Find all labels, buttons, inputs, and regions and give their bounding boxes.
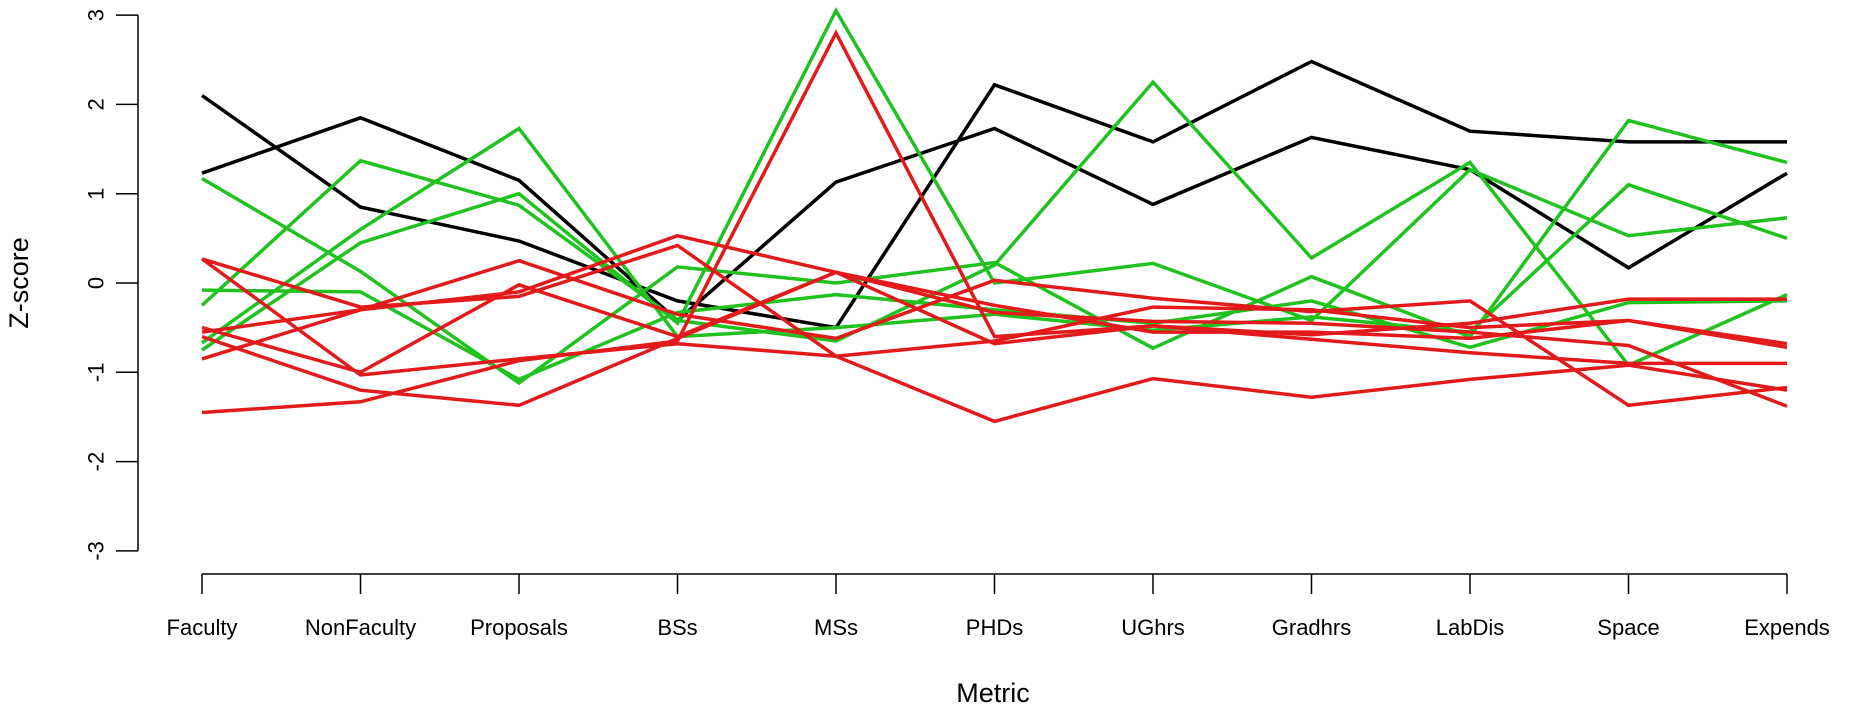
x-axis: Faculty NonFaculty Proposals BSs MSs PHDs UGhr… [167, 573, 1830, 640]
x-axis-title: Metric [956, 678, 1030, 705]
y-axis-title: Z-score [4, 237, 34, 329]
y-tick-label: -3 [84, 541, 109, 561]
y-tick-label: 1 [84, 188, 109, 200]
series-line-red [201, 243, 1788, 424]
series-line-green [200, 126, 1788, 345]
series-line-green [201, 6, 1788, 352]
y-tick-label: 0 [84, 277, 109, 289]
x-tick-label: PHDs [966, 615, 1023, 640]
y-tick-label: -1 [84, 363, 109, 383]
x-tick-label: Space [1597, 615, 1659, 640]
series-lines [200, 6, 1788, 424]
x-tick-label: BSs [657, 615, 697, 640]
x-tick-label: Proposals [470, 615, 568, 640]
x-tick-label: NonFaculty [305, 615, 416, 640]
y-tick-label: -2 [84, 452, 109, 472]
series-line-black [200, 59, 1787, 330]
x-tick-label: LabDis [1436, 615, 1504, 640]
series-line-black [201, 115, 1788, 323]
y-tick-label: 2 [84, 98, 109, 110]
x-tick-label: Gradhrs [1272, 615, 1351, 640]
x-tick-label: UGhrs [1121, 615, 1185, 640]
y-axis: -3 -2 -1 0 1 2 3 [84, 9, 139, 561]
x-tick-label: Expends [1744, 615, 1830, 640]
series-line-red [201, 270, 1788, 375]
y-tick-label: 3 [84, 9, 109, 21]
series-line-red [201, 233, 1788, 408]
series-line-red [201, 270, 1787, 408]
x-tick-label: MSs [814, 615, 858, 640]
x-tick-label: Faculty [167, 615, 238, 640]
series-line-red [200, 257, 1788, 377]
series-line-green [200, 79, 1788, 368]
series-line-red [201, 29, 1787, 415]
